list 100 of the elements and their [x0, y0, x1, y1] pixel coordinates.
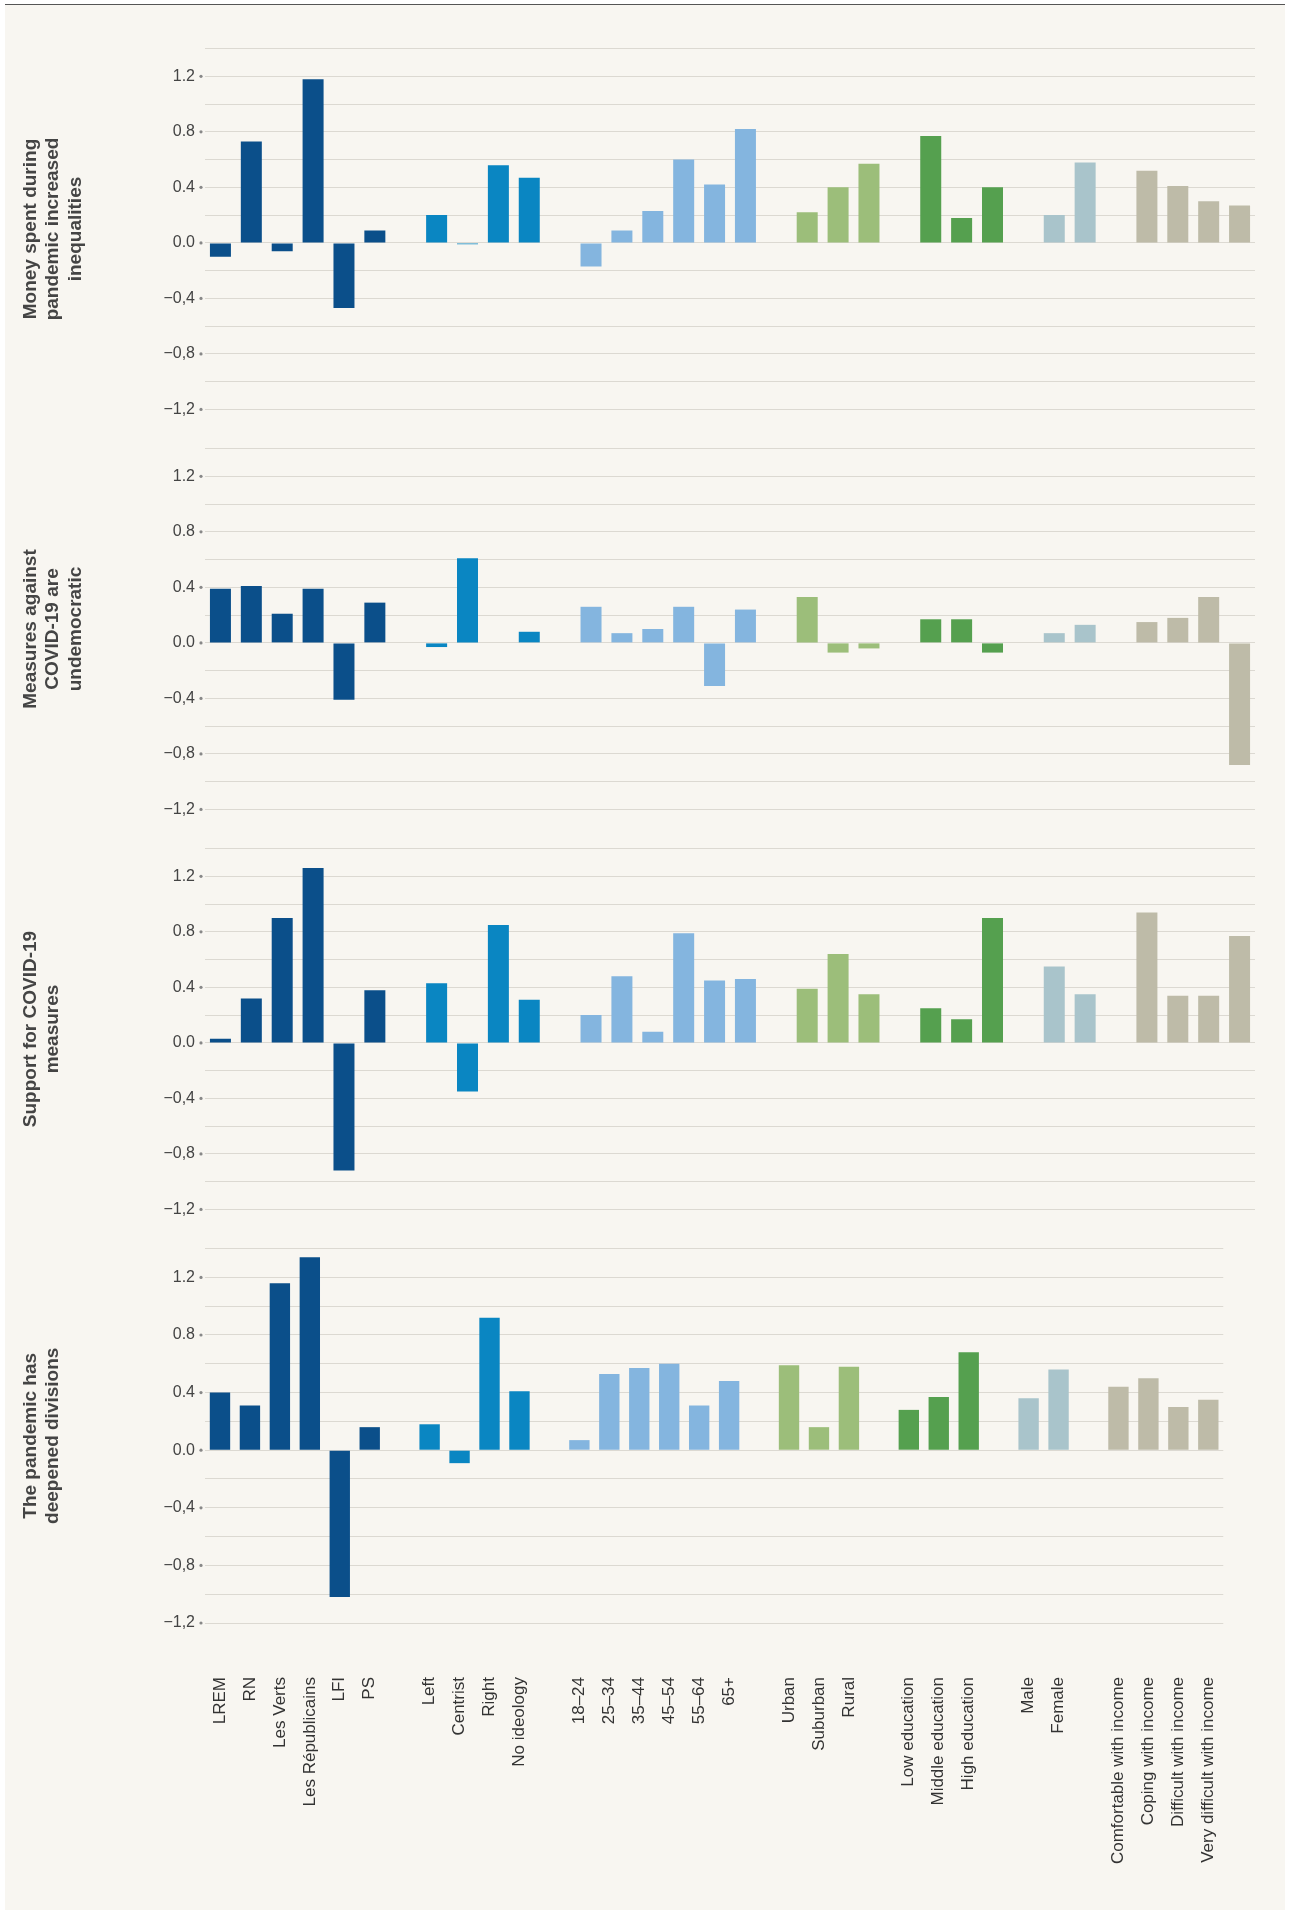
- y-tick-label: 0.4: [172, 177, 196, 195]
- bar: [982, 917, 1003, 1043]
- bar: [1198, 1399, 1219, 1450]
- bar: [673, 933, 695, 1043]
- y-tick-label: −0,8: [163, 1144, 196, 1162]
- y-axis-title: Measures against COVID-19 are undemocratic: [18, 548, 86, 709]
- x-tick-label: Difficult with income: [1168, 1677, 1188, 1827]
- x-tick-label: 45–54: [658, 1677, 678, 1725]
- x-tick-label: No ideology: [509, 1676, 529, 1767]
- bar: [271, 613, 293, 643]
- bar: [487, 924, 509, 1043]
- y-tick-label: 1.2: [172, 866, 196, 884]
- y-tick-label: 1.2: [172, 466, 196, 484]
- bar: [1138, 1378, 1159, 1450]
- bar: [580, 606, 602, 643]
- x-tick-label: PS: [359, 1677, 379, 1700]
- x-tick-label: Les Républicains: [299, 1677, 319, 1807]
- x-tick-label: Left: [419, 1676, 439, 1706]
- bar: [364, 230, 386, 243]
- bar: [1018, 1398, 1039, 1450]
- bar: [299, 1257, 321, 1450]
- bar: [808, 1427, 830, 1450]
- bar: [1043, 215, 1065, 243]
- bar: [518, 999, 540, 1043]
- bar: [928, 1396, 949, 1450]
- x-tick-label: Comfortable with income: [1108, 1677, 1128, 1865]
- bar: [1229, 643, 1251, 765]
- x-tick-label: 35–44: [628, 1677, 648, 1725]
- y-tick-label: 0.0: [172, 1440, 196, 1458]
- y-tick-label: 0.0: [172, 1033, 196, 1051]
- bar: [333, 1043, 355, 1171]
- bar: [796, 597, 818, 643]
- x-tick-label: Male: [1018, 1677, 1038, 1714]
- bar: [858, 994, 880, 1043]
- bar: [734, 609, 756, 643]
- bar: [457, 558, 478, 643]
- bar: [329, 1450, 350, 1598]
- bar: [599, 1373, 620, 1450]
- bar: [611, 230, 633, 243]
- bar: [611, 633, 633, 643]
- bar: [240, 141, 262, 243]
- bar: [509, 1391, 530, 1450]
- bar: [569, 1440, 590, 1450]
- y-tick-label: −1,2: [163, 399, 196, 417]
- y-tick-label: 0.0: [172, 633, 196, 651]
- bar: [1198, 597, 1220, 643]
- x-tick-label: High education: [958, 1677, 978, 1791]
- y-tick-label: −0,8: [163, 344, 196, 362]
- bar: [269, 1283, 291, 1450]
- bar: [240, 998, 262, 1043]
- bar: [951, 217, 973, 243]
- x-tick-label: Coping with income: [1138, 1677, 1158, 1826]
- y-tick-label: 0.8: [172, 922, 196, 940]
- x-tick-label: 18–24: [569, 1677, 589, 1725]
- bar: [827, 187, 849, 243]
- bar: [333, 243, 355, 309]
- bar: [209, 243, 231, 257]
- y-tick-label: −1,2: [163, 1199, 196, 1217]
- bar: [209, 1392, 231, 1450]
- x-tick-label: RN: [239, 1677, 259, 1702]
- x-tick-label: Centrist: [449, 1676, 469, 1736]
- bar: [642, 1031, 664, 1043]
- x-tick-label: 25–34: [599, 1677, 618, 1725]
- y-tick-label: −0,8: [163, 1555, 196, 1573]
- bar: [704, 980, 726, 1043]
- x-tick-label: LFI: [329, 1677, 349, 1702]
- bar: [734, 129, 756, 243]
- bar: [898, 1409, 919, 1450]
- bar: [333, 643, 355, 700]
- bar: [239, 1405, 261, 1450]
- bar: [1074, 994, 1096, 1043]
- bar: [982, 187, 1003, 243]
- bar: [642, 210, 664, 243]
- bar: [1198, 201, 1220, 243]
- bar: [688, 1405, 710, 1450]
- y-tick-label: −0,4: [163, 1498, 196, 1516]
- bar: [209, 588, 231, 643]
- x-tick-label: Female: [1048, 1677, 1068, 1734]
- bar: [302, 79, 324, 243]
- bar: [271, 917, 293, 1043]
- bar: [838, 1366, 860, 1450]
- bar: [240, 585, 262, 643]
- bar: [1043, 966, 1065, 1043]
- bar: [426, 215, 448, 243]
- bar: [1043, 633, 1065, 643]
- bar: [1108, 1386, 1129, 1450]
- bar: [858, 643, 880, 649]
- bar: [479, 1317, 500, 1450]
- x-tick-label: Urban: [778, 1677, 798, 1724]
- bar: [673, 606, 695, 643]
- y-axis-title: Support for COVID-19 measures: [18, 930, 63, 1128]
- x-tick-label: Suburban: [808, 1677, 828, 1751]
- bar: [673, 159, 695, 243]
- bar: [518, 631, 540, 643]
- bar: [920, 1008, 942, 1043]
- bar: [827, 954, 849, 1043]
- bar: [951, 619, 973, 643]
- y-tick-label: −0,4: [163, 1088, 196, 1106]
- bar: [426, 983, 448, 1043]
- bar: [1136, 912, 1158, 1043]
